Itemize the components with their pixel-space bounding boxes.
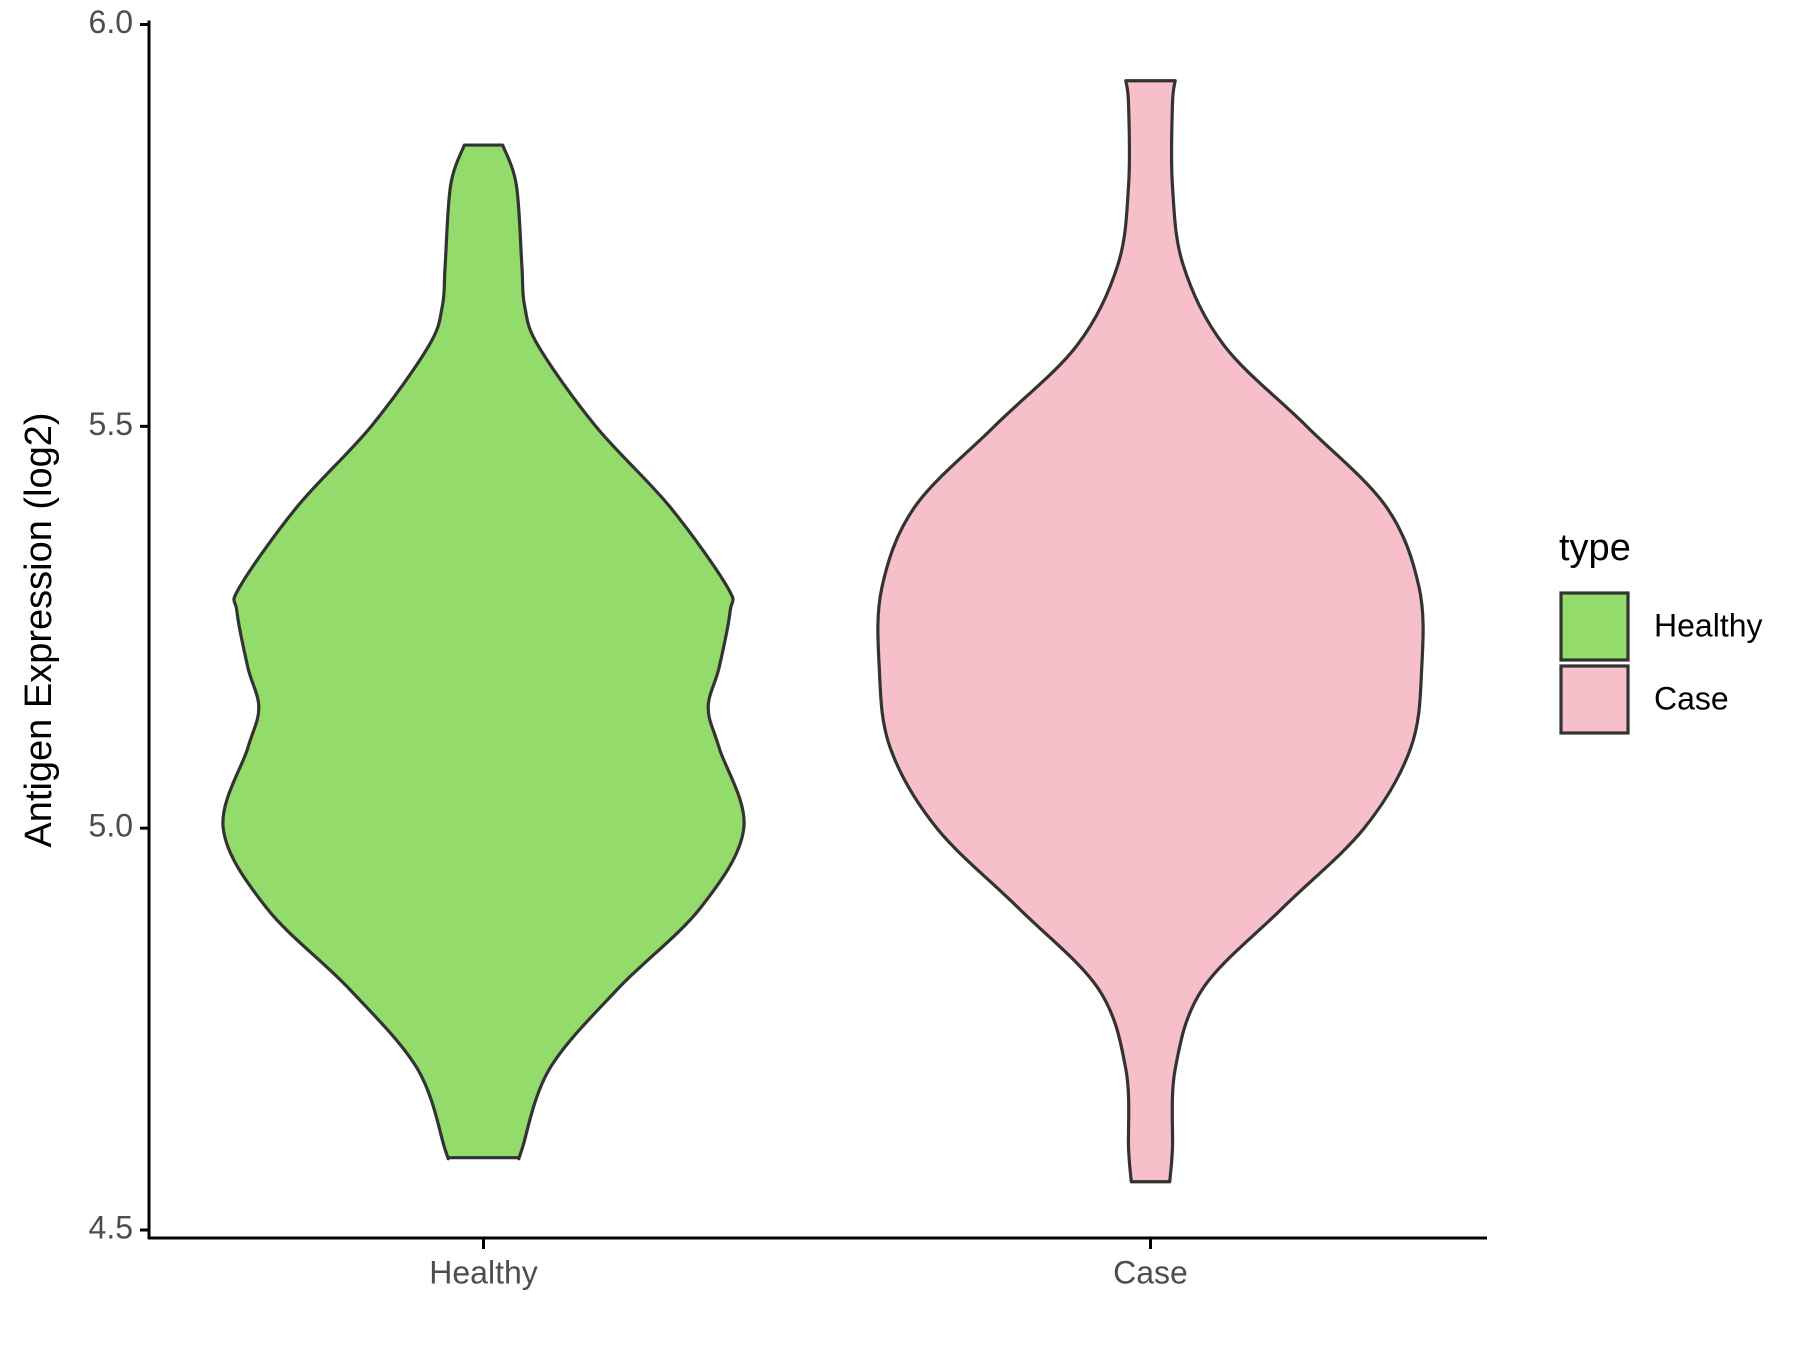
y-tick-label: 5.5	[89, 406, 133, 442]
y-axis-title: Antigen Expression (log2)	[18, 412, 60, 847]
violin-left-half	[877, 80, 1151, 1182]
legend-label: Case	[1654, 680, 1729, 716]
violin-left-half	[222, 145, 484, 1159]
violin-outline	[876, 79, 1425, 1184]
y-tick-label: 5.0	[89, 808, 133, 844]
legend-key	[1559, 664, 1630, 735]
y-tick-label: 4.5	[89, 1209, 133, 1245]
y-tick-label: 6.0	[89, 4, 133, 40]
legend-label: Healthy	[1654, 607, 1763, 643]
legend-key	[1559, 591, 1630, 662]
x-tick-label: Healthy	[429, 1254, 538, 1290]
legend-title: type	[1559, 527, 1631, 569]
violin-outline	[221, 143, 746, 1161]
x-tick-label: Case	[1113, 1254, 1188, 1290]
